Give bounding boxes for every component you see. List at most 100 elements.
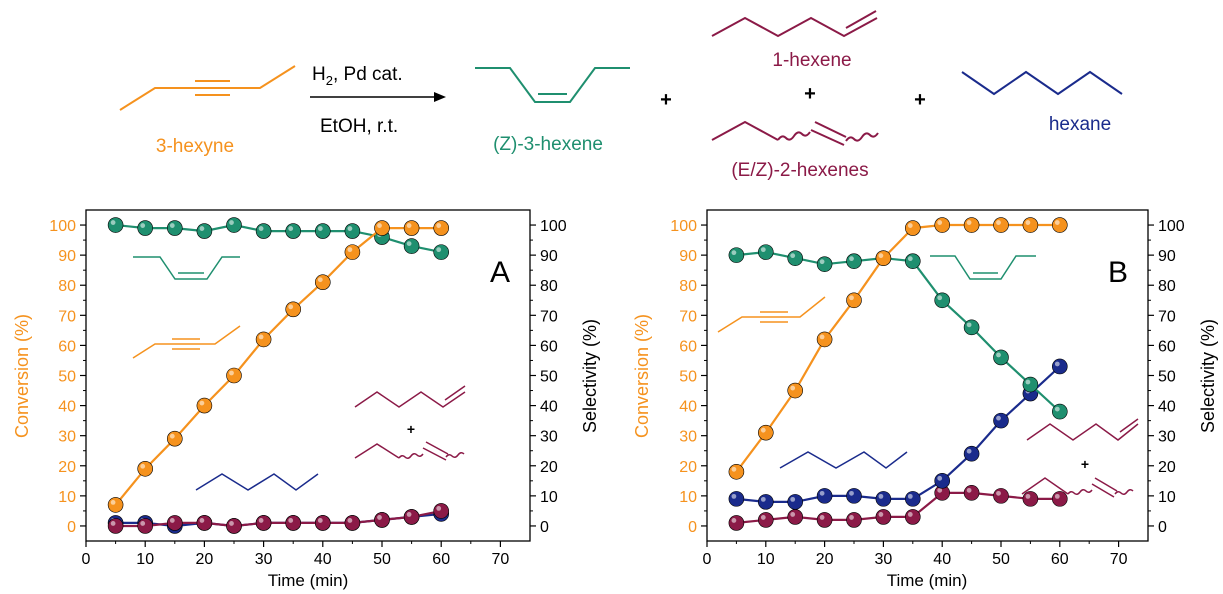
panel-b-right-y-tick-label: 70: [1158, 308, 1176, 325]
panel-b-hexenes-point-highlight: [790, 512, 796, 517]
panel-b-z3hexene-point: [846, 253, 862, 269]
panel-b-z-hexene-inset: [930, 255, 1036, 280]
panel-a-z3hexene-point: [314, 223, 331, 239]
1-hexene-label: 1-hexene: [772, 50, 851, 71]
panel-b-z3hexene-point: [904, 253, 921, 269]
panel-a-z3hexene-point-highlight: [258, 226, 264, 231]
panel-a-2-hexenes-inset-double-b: [425, 441, 449, 455]
panel-a-2-hexenes-inset: [354, 443, 400, 459]
panel-a-x-tick-label: 0: [82, 551, 91, 568]
panel-a-2-hexenes-inset-wavy: [398, 452, 424, 460]
panel-a-z3hexene-point: [107, 217, 124, 233]
panel-a-hexenes-point-highlight: [406, 512, 412, 517]
panel-b-conversion-point-highlight: [996, 220, 1001, 225]
panel-b-hexyne-inset: [717, 296, 826, 333]
panel-b-right-y-tick-label: 30: [1158, 429, 1176, 446]
panel-b-x-tick-label: 70: [1110, 551, 1128, 568]
panel-a-z3hexene-point: [403, 238, 420, 254]
panel-b-hexane-point: [816, 488, 833, 504]
panel-b-conversion-point: [1022, 217, 1039, 233]
panel-a-x-axis-label: Time (min): [268, 571, 349, 590]
panel-a-hexenes-point: [374, 512, 390, 528]
panel-a-series: [107, 217, 450, 534]
panel-a-z3hexene-point-highlight: [140, 223, 146, 228]
panel-a-hexenes-point-highlight: [347, 518, 353, 523]
panel-a-left-y-tick-label: 100: [49, 218, 76, 235]
panel-a-right-y-tick-label: 40: [540, 399, 558, 416]
panel-b-conversion-point: [846, 292, 862, 309]
panel-a-2-hexenes-inset-wavy-2: [445, 451, 465, 459]
panel-b-right-y-tick-label: 80: [1158, 278, 1176, 295]
panel-a-z3hexene-point: [433, 244, 450, 260]
panel-a-conversion-point-highlight: [229, 370, 234, 376]
panel-b-conversion-point-highlight: [790, 385, 796, 391]
panel-a-hexenes-point-highlight: [110, 521, 116, 526]
panel-b-conversion-point: [1052, 217, 1068, 233]
panel-b-hexane-point-highlight: [760, 496, 766, 502]
panel-b-conversion-point: [757, 424, 774, 441]
panel-b-2-hexenes-inset: [1021, 477, 1069, 495]
panel-b-hexenes-point: [1022, 491, 1039, 507]
hexane-label: hexane: [1049, 114, 1111, 135]
panel-b-hexenes-point: [757, 512, 774, 528]
panel-a-hexenes-point-highlight: [169, 518, 175, 523]
panel-b-right-y-tick-label: 60: [1158, 338, 1176, 355]
panel-a-conversion-point-highlight: [199, 400, 205, 406]
panel-b-right-axis-label: Selectivity (%): [1198, 319, 1218, 433]
panel-a-hexenes-point-highlight: [140, 521, 146, 526]
panel-b-conversion-point-highlight: [937, 220, 943, 225]
panel-b-hexenes-point-highlight: [966, 487, 972, 493]
panel-b-right-axis: 0 10 20 30 40 50 60 70 80 90 100: [1148, 218, 1185, 536]
panel-b-hexenes-line: [736, 491, 1060, 524]
panel-a-conversion-point-highlight: [110, 499, 116, 505]
panel-a-left-y-tick-label: 20: [58, 459, 76, 476]
hexyne-label: 3-hexyne: [156, 136, 234, 157]
panel-a-z3hexene-point-highlight: [317, 226, 323, 231]
panel-b-hexenes-point: [875, 509, 892, 525]
panel-a-conversion-point-highlight: [169, 433, 175, 439]
panel-b-hexenes-point-highlight: [878, 512, 884, 517]
panel-b-conversion-point: [875, 250, 892, 266]
panel-b-conversion-point-highlight: [1025, 220, 1031, 225]
panel-a-hexenes-point: [403, 509, 420, 525]
panel-a-hexenes-point: [344, 515, 361, 531]
panel-a-z3hexene-point: [255, 223, 272, 239]
panel-a-plot-frame: [85, 209, 531, 542]
panel-a-conversion-point: [167, 430, 183, 447]
reaction-scheme: 3-hexyne H2, Pd cat. EtOH, r.t. (Z)-3-he…: [119, 10, 1123, 181]
panel-a-right-y-tick-label: 10: [540, 489, 558, 506]
panel-b-z3hexene-point: [1022, 376, 1039, 393]
panel-a-1-hexene-inset-double-bond: [444, 385, 466, 401]
panel-b-z3hexene-point-highlight: [937, 295, 943, 301]
plus-sign-2: +: [804, 83, 816, 105]
panel-a-left-y-tick-label: 50: [58, 369, 76, 386]
panel-b-2-hexenes-inset-wavy-2: [1114, 488, 1134, 496]
panel-b-hexenes-point: [963, 485, 980, 501]
panel-a-conversion-point: [226, 367, 242, 384]
panel-a-conversion-point-highlight: [140, 463, 146, 469]
panel-b-hexane-point-highlight: [966, 448, 972, 454]
panel-b-right-y-tick-label: 50: [1158, 369, 1176, 386]
panel-b-hexenes-point: [816, 512, 833, 528]
panel-a-hexenes-point: [314, 515, 331, 531]
panel-a-right-y-tick-label: 100: [540, 218, 567, 235]
panel-b-hexenes-point-highlight: [907, 512, 913, 517]
panel-a-conversion-point: [314, 274, 331, 291]
2-hexenes-wavy-bond-1: [777, 131, 811, 141]
panel-b-hexane-point: [728, 491, 745, 507]
panel-b-hexenes-point: [1052, 491, 1068, 507]
reagent-label: H2, Pd cat.: [312, 64, 403, 88]
panel-a-right-axis-label: Selectivity (%): [580, 319, 600, 433]
panel-b-hexenes-point-highlight: [819, 515, 825, 520]
panel-b-hexenes-point-highlight: [937, 487, 943, 493]
panel-b-z3hexene-point: [963, 319, 980, 336]
panel-b-conversion-point: [963, 217, 980, 233]
panel-a-z3hexene-point: [226, 217, 242, 233]
panel-b-2-hexenes-inset-wavy: [1067, 488, 1093, 496]
panel-b-z3hexene-point-highlight: [819, 259, 825, 265]
panel-b-hexane-point-highlight: [849, 490, 854, 496]
panel-b-conversion-point-highlight: [1054, 220, 1060, 225]
panel-a-z3hexene-point-highlight: [169, 223, 175, 228]
